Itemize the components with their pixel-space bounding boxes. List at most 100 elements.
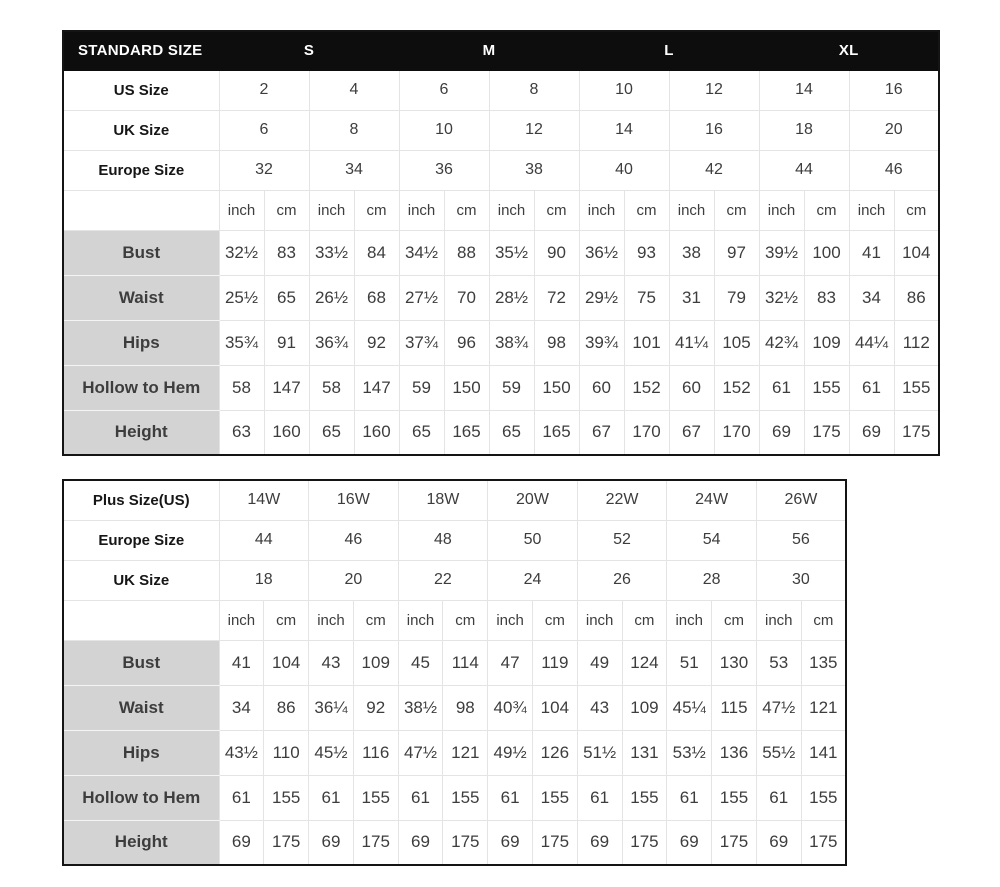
size-value: 22W xyxy=(576,479,668,521)
measurement-value: 41 xyxy=(848,229,895,276)
measurement-value: 141 xyxy=(800,729,847,776)
measurement-value: 110 xyxy=(263,729,310,776)
measurement-value: 155 xyxy=(800,774,847,821)
measurement-value: 53 xyxy=(755,639,802,686)
size-value: 48 xyxy=(397,519,489,561)
unit-cm: cm xyxy=(621,599,668,641)
measurement-value: 155 xyxy=(263,774,310,821)
size-value: 30 xyxy=(755,559,847,601)
measurement-value: 45¼ xyxy=(666,684,713,731)
size-value: 38 xyxy=(488,149,580,191)
measurement-value: 63 xyxy=(218,409,265,456)
size-group-header-row: STANDARD SIZE S M L XL xyxy=(62,30,940,71)
measurement-value: 69 xyxy=(397,819,444,866)
measurement-value: 61 xyxy=(666,774,713,821)
size-value: 8 xyxy=(488,69,580,111)
plus-size-table: Plus Size(US) 14W 16W 18W 20W 22W 24W 26W Europe… xyxy=(62,479,847,866)
measurement-row: Hollow to Hem 61 155 61 155 61 155 61 155 61 155 61… xyxy=(62,774,847,821)
measurement-value: 115 xyxy=(711,684,757,731)
size-group-l: L xyxy=(578,30,760,71)
unit-inch: inch xyxy=(578,189,625,231)
measurement-value: 155 xyxy=(803,364,850,411)
size-value: 40 xyxy=(578,149,670,191)
measurement-value: 65 xyxy=(263,274,310,321)
measurement-value: 104 xyxy=(531,684,578,731)
measurement-label: Height xyxy=(62,819,220,866)
size-value: 50 xyxy=(487,519,578,561)
size-value: 46 xyxy=(308,519,399,561)
measurement-value: 109 xyxy=(803,319,850,366)
measurement-value: 37¾ xyxy=(398,319,445,366)
measurement-value: 38½ xyxy=(397,684,444,731)
measurement-value: 98 xyxy=(533,319,580,366)
measurement-value: 49 xyxy=(576,639,623,686)
measurement-value: 98 xyxy=(442,684,489,731)
measurement-value: 61 xyxy=(218,774,265,821)
size-row-label: Europe Size xyxy=(62,519,220,561)
measurement-value: 42¾ xyxy=(758,319,805,366)
size-value: 6 xyxy=(398,69,490,111)
measurement-value: 68 xyxy=(353,274,400,321)
size-value: 44 xyxy=(218,519,310,561)
measurement-value: 124 xyxy=(621,639,668,686)
unit-inch: inch xyxy=(848,189,895,231)
size-value: 12 xyxy=(668,69,760,111)
measurement-label: Hollow to Hem xyxy=(62,364,220,411)
measurement-value: 155 xyxy=(711,774,757,821)
unit-inch: inch xyxy=(488,189,535,231)
measurement-value: 41¼ xyxy=(668,319,715,366)
measurement-value: 34 xyxy=(848,274,895,321)
size-value: 14 xyxy=(578,109,670,151)
measurement-value: 67 xyxy=(668,409,715,456)
measurement-row: Hips 43½ 110 45½ 116 47½ 121 49½ 126 51½ 131 53½ 136… xyxy=(62,729,847,776)
measurement-value: 35¾ xyxy=(218,319,265,366)
size-value: 10 xyxy=(578,69,670,111)
measurement-value: 175 xyxy=(893,409,940,456)
measurement-value: 43 xyxy=(308,639,354,686)
size-conversion-row: Europe Size 44 46 48 50 52 54 56 xyxy=(62,519,847,561)
size-group-xl: XL xyxy=(758,30,940,71)
measurement-value: 155 xyxy=(531,774,578,821)
size-value: 42 xyxy=(668,149,760,191)
measurement-value: 175 xyxy=(442,819,489,866)
measurement-value: 41 xyxy=(218,639,265,686)
measurement-value: 61 xyxy=(487,774,533,821)
size-value: 14W xyxy=(218,479,310,521)
size-chart-page: STANDARD SIZE S M L XL US Size 2 4 6 8 10 12 14 16 UK … xyxy=(62,30,940,866)
measurement-value: 47½ xyxy=(397,729,444,776)
measurement-value: 90 xyxy=(533,229,580,276)
measurement-value: 121 xyxy=(442,729,489,776)
measurement-value: 104 xyxy=(263,639,310,686)
size-value: 56 xyxy=(755,519,847,561)
measurement-value: 33½ xyxy=(308,229,355,276)
unit-cm: cm xyxy=(263,599,310,641)
measurement-value: 160 xyxy=(263,409,310,456)
measurement-label: Bust xyxy=(62,229,220,276)
measurement-value: 170 xyxy=(713,409,760,456)
size-value: 20 xyxy=(848,109,940,151)
unit-row: inch cm inch cm inch cm inch cm inch cm inch cm inch… xyxy=(62,189,940,231)
size-value: 4 xyxy=(308,69,400,111)
measurement-value: 69 xyxy=(758,409,805,456)
measurement-value: 175 xyxy=(621,819,668,866)
unit-cm: cm xyxy=(531,599,578,641)
measurement-value: 155 xyxy=(621,774,668,821)
size-value: 24W xyxy=(666,479,757,521)
size-value: 26W xyxy=(755,479,847,521)
measurement-value: 170 xyxy=(623,409,670,456)
unit-inch: inch xyxy=(397,599,444,641)
measurement-value: 130 xyxy=(711,639,757,686)
measurement-label: Waist xyxy=(62,684,220,731)
measurement-value: 61 xyxy=(397,774,444,821)
size-value: 18W xyxy=(397,479,489,521)
measurement-label: Bust xyxy=(62,639,220,686)
measurement-value: 67 xyxy=(578,409,625,456)
measurement-value: 55½ xyxy=(755,729,802,776)
measurement-label: Height xyxy=(62,409,220,456)
unit-inch: inch xyxy=(308,599,354,641)
measurement-value: 101 xyxy=(623,319,670,366)
unit-inch: inch xyxy=(398,189,445,231)
unit-inch: inch xyxy=(308,189,355,231)
measurement-value: 45 xyxy=(397,639,444,686)
measurement-value: 83 xyxy=(263,229,310,276)
